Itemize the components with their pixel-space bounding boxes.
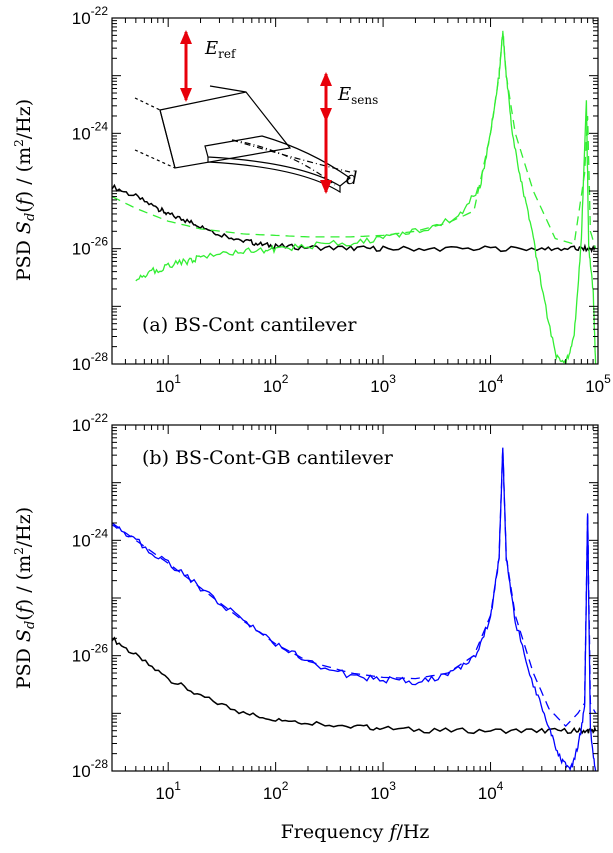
ylabel-symbol: S bbox=[13, 629, 35, 642]
x-tick-label: 101 bbox=[155, 372, 181, 396]
reference-beam-arrow bbox=[180, 30, 192, 102]
panel-a-ylabel: PSD Sd(f) / (m2/Hz) bbox=[12, 99, 38, 281]
e-sens-label: Esens bbox=[337, 84, 378, 107]
d-label: d bbox=[346, 168, 358, 189]
x-tick-label: 104 bbox=[478, 779, 504, 803]
cantilever-holder-block bbox=[134, 85, 292, 169]
x-tick-label: 103 bbox=[370, 779, 396, 803]
y-tick-label: 10-22 bbox=[72, 411, 109, 435]
ylabel-arg: (f) / (m bbox=[13, 555, 35, 621]
panel-b-frame bbox=[111, 424, 599, 772]
panel-b-xlabel: Frequency f/Hz bbox=[281, 821, 430, 843]
y-tick-label: 10-28 bbox=[72, 757, 109, 781]
x-tick-label: 105 bbox=[585, 372, 611, 396]
panel-b-ylabel: PSD Sd(f) / (m2/Hz) bbox=[12, 507, 38, 689]
y-tick-label: 10-26 bbox=[72, 235, 109, 259]
ylabel-sup: 2 bbox=[12, 139, 26, 147]
panel-b-series-2 bbox=[112, 447, 597, 771]
ylabel-unit: /Hz) bbox=[13, 99, 35, 139]
panel-b-ticks: 101 102 103 104 10-28 10-26 10-24 10-22 bbox=[72, 411, 598, 803]
panel-a-series-2 bbox=[135, 32, 597, 364]
ylabel-sup: 2 bbox=[12, 547, 26, 555]
ylabel-unit: /Hz) bbox=[13, 507, 35, 547]
xlabel-word: Frequency bbox=[281, 821, 390, 843]
ylabel-prefix: PSD bbox=[13, 234, 35, 281]
ylabel-prefix: PSD bbox=[13, 642, 35, 689]
y-tick-label: 10-24 bbox=[72, 526, 109, 550]
sensing-beam-arrow bbox=[320, 72, 332, 194]
panel-b-series bbox=[112, 447, 597, 771]
cantilever-beam bbox=[204, 135, 352, 194]
y-tick-label: 10-22 bbox=[72, 4, 109, 28]
xlabel-unit: /Hz bbox=[396, 821, 429, 843]
panel-b-series-1 bbox=[112, 447, 597, 728]
panel-a-series-0 bbox=[112, 183, 597, 254]
ylabel-symbol: S bbox=[13, 221, 35, 234]
panel-b-label: (b) BS-Cont-GB cantilever bbox=[142, 447, 394, 469]
panel-a-label: (a) BS-Cont cantilever bbox=[142, 314, 357, 336]
ylabel-subscript: d bbox=[23, 621, 38, 629]
panel-a-ticks: 101 102 103 104 105 10-28 10-26 10-24 10-22 bbox=[72, 4, 611, 396]
x-tick-label: 102 bbox=[263, 372, 289, 396]
panel-a-series bbox=[112, 30, 597, 364]
x-tick-label: 102 bbox=[263, 779, 289, 803]
e-ref-label: Eref bbox=[204, 38, 237, 61]
panel-a: Eref Esens d 101 102 103 104 10510-2810-2610… bbox=[12, 4, 611, 396]
panel-b-series-0 bbox=[112, 636, 597, 735]
ylabel-subscript: d bbox=[23, 213, 38, 221]
x-tick-label: 104 bbox=[478, 372, 504, 396]
xlabel-symbol: f bbox=[387, 821, 399, 843]
cantilever-inset: Eref Esens d bbox=[134, 30, 378, 194]
x-tick-label: 103 bbox=[370, 372, 396, 396]
x-tick-label: 101 bbox=[155, 779, 181, 803]
y-tick-label: 10-24 bbox=[72, 119, 109, 143]
y-tick-label: 10-26 bbox=[72, 642, 109, 666]
panel-b: 101 102 103 104 10-28 10-26 10-24 10-22 (b) BS-… bbox=[12, 411, 599, 843]
y-tick-label: 10-28 bbox=[72, 350, 109, 374]
ylabel-arg: (f) / (m bbox=[13, 147, 35, 213]
